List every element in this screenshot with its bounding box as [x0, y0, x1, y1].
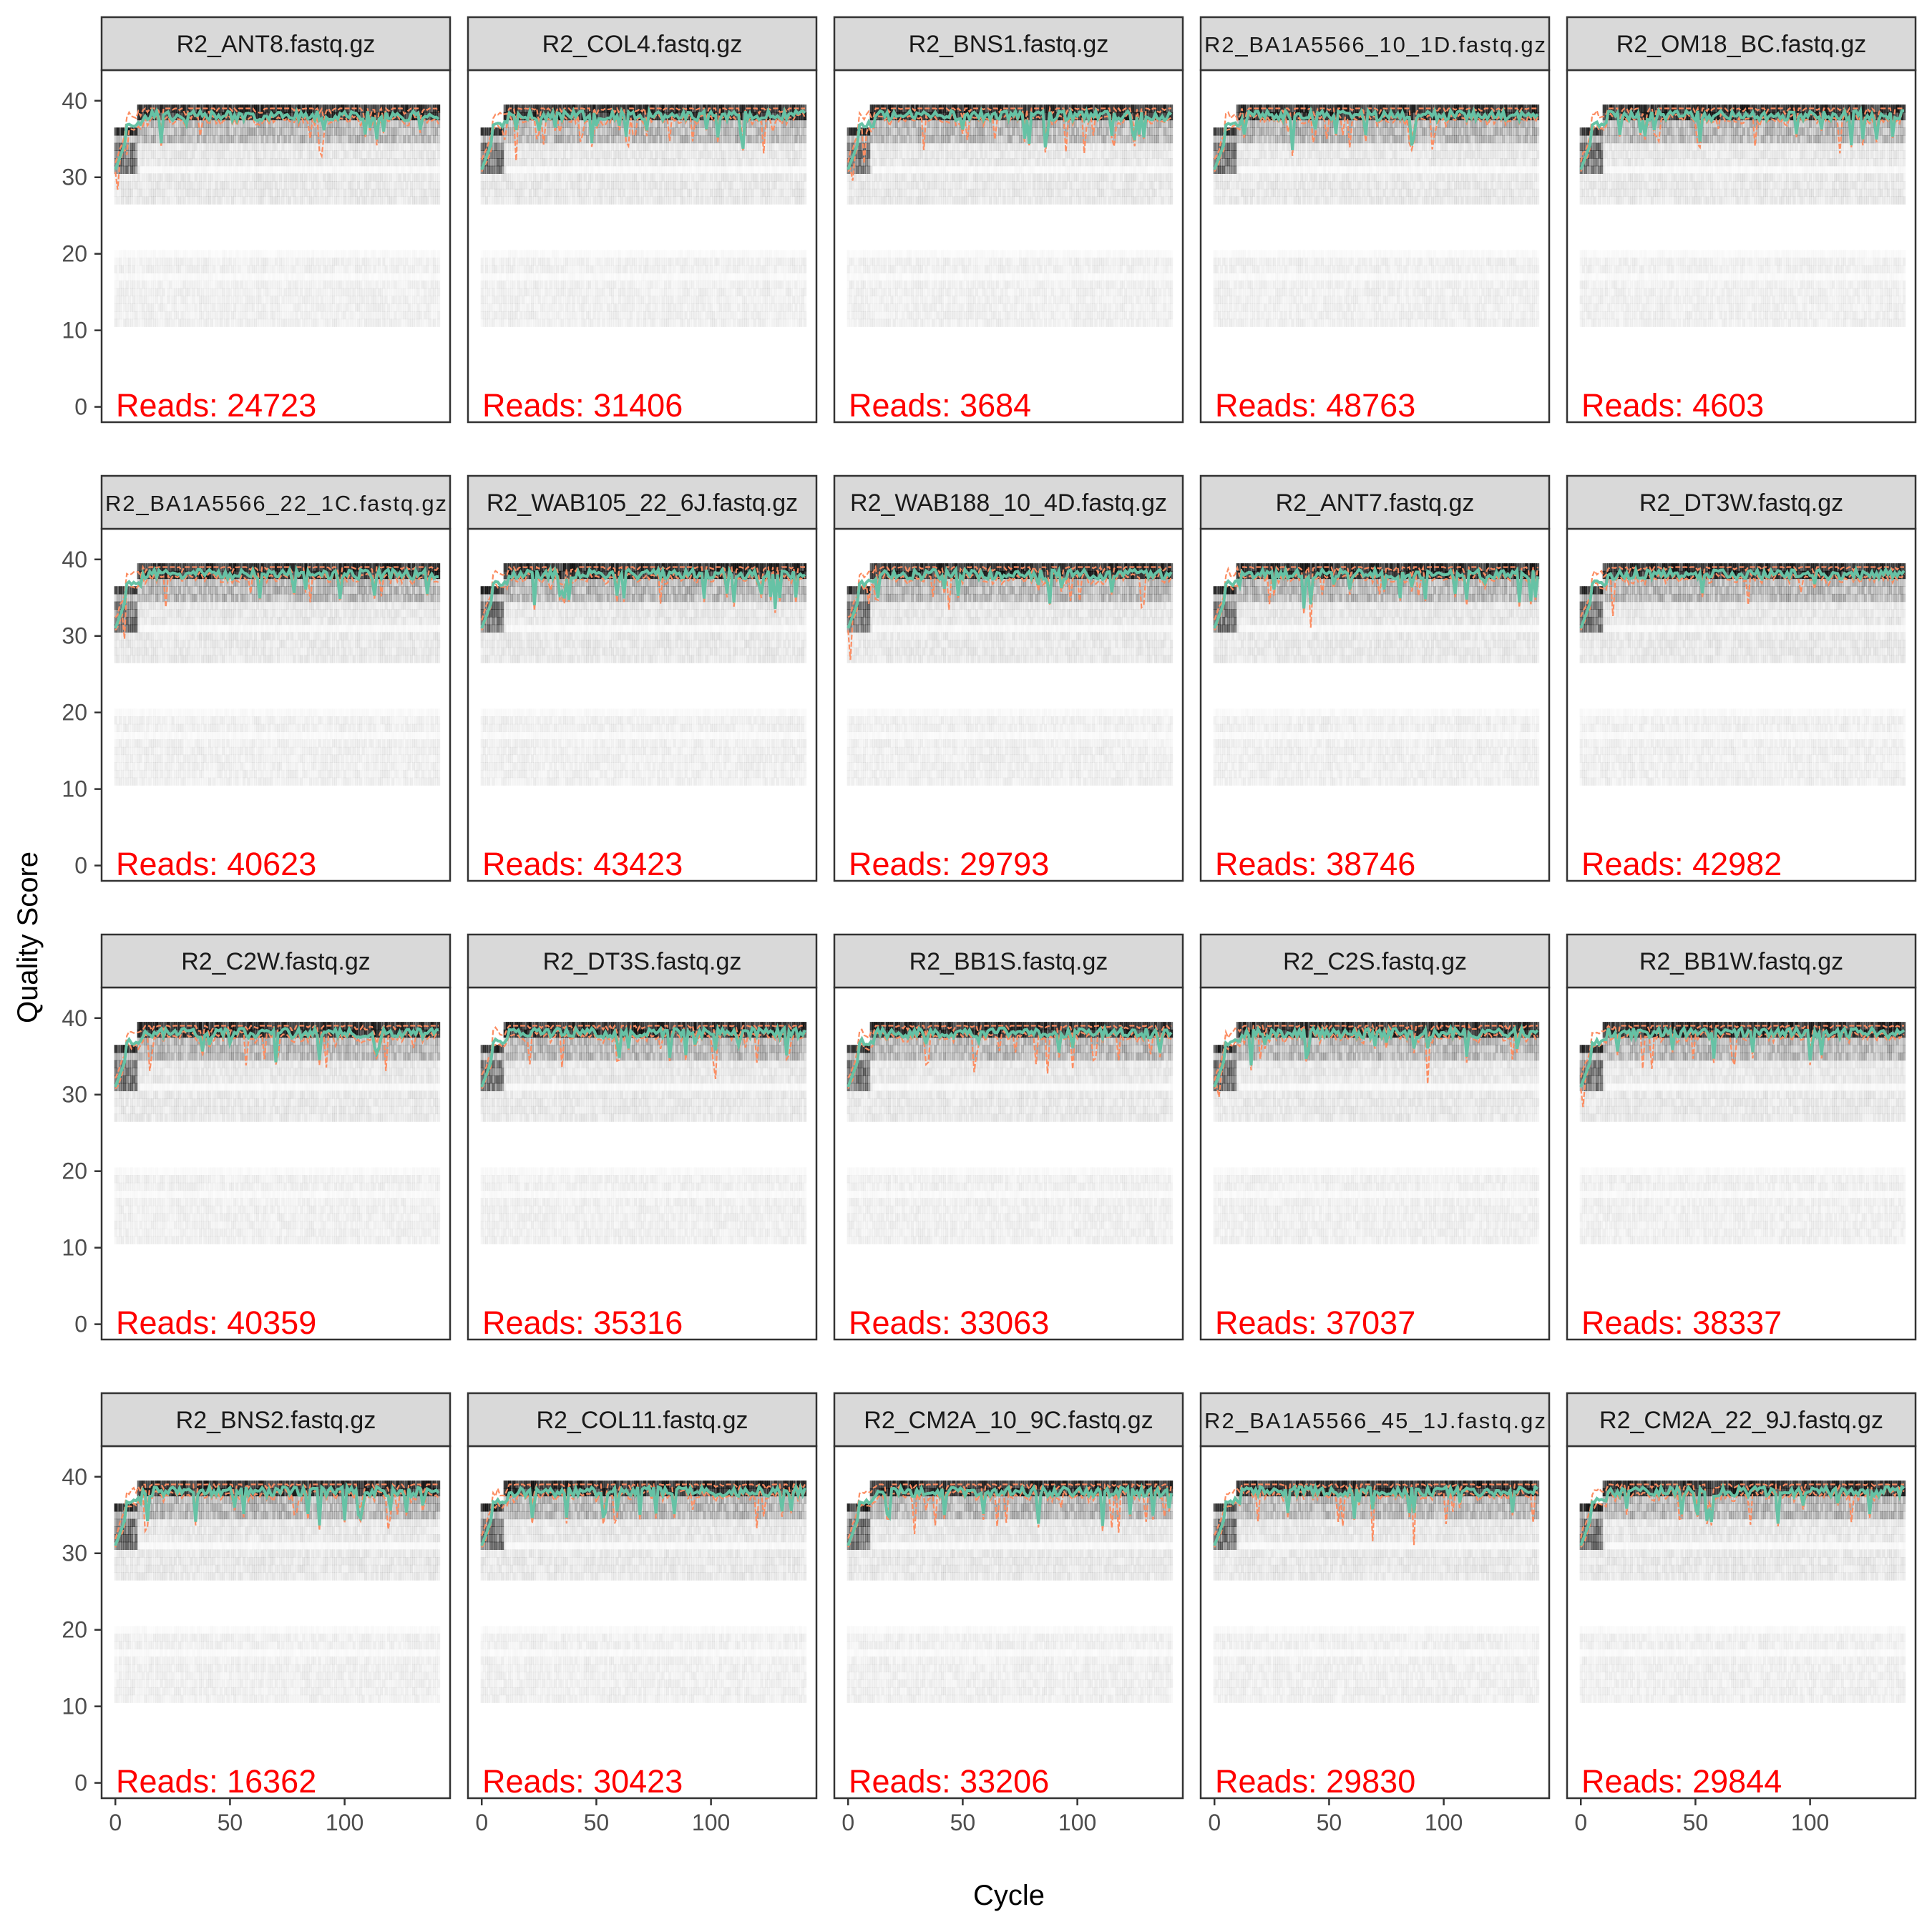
facet-panels: Reads: 24723R2_ANT8.fastq.gz010203040Rea…	[62, 17, 1916, 1835]
